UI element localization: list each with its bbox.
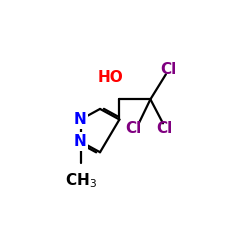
Text: CH$_3$: CH$_3$ <box>65 172 97 190</box>
Text: Cl: Cl <box>161 62 177 77</box>
Text: HO: HO <box>98 70 124 85</box>
Text: N: N <box>73 112 86 127</box>
Text: N: N <box>73 134 86 149</box>
Text: Cl: Cl <box>156 121 172 136</box>
Text: Cl: Cl <box>125 121 141 136</box>
